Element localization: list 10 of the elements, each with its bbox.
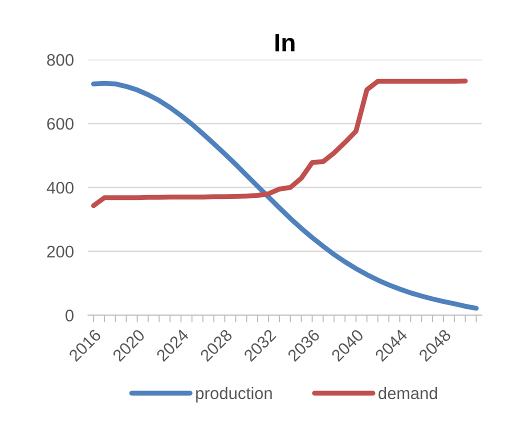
y-tick-label: 200 xyxy=(47,246,74,258)
legend-label: production xyxy=(196,386,272,402)
chart-title: In xyxy=(275,34,294,52)
y-tick-label: 400 xyxy=(46,182,74,194)
y-tick-label: 0 xyxy=(66,310,74,322)
y-tick-label: 600 xyxy=(47,118,74,130)
y-tick-label: 800 xyxy=(47,54,74,66)
legend-label: demand xyxy=(378,386,438,400)
line-series xyxy=(91,78,468,208)
line-series xyxy=(91,80,479,311)
